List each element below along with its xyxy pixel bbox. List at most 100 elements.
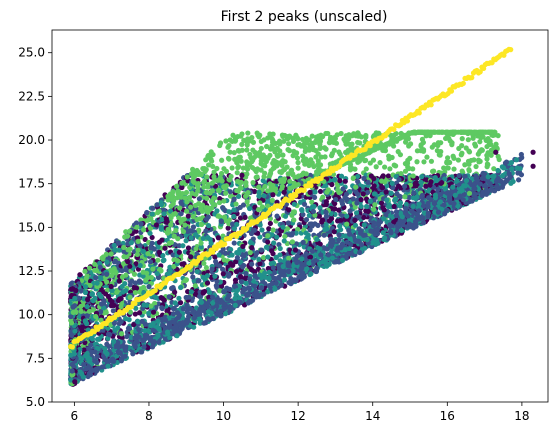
scatter-point bbox=[346, 246, 352, 252]
scatter-point bbox=[270, 192, 276, 198]
scatter-point bbox=[119, 331, 125, 337]
scatter-point bbox=[206, 290, 213, 296]
scatter-point bbox=[141, 344, 147, 350]
scatter-point bbox=[259, 204, 266, 210]
scatter-point bbox=[291, 201, 297, 207]
scatter-point bbox=[150, 309, 157, 315]
scatter-point bbox=[82, 289, 89, 296]
scatter-point bbox=[272, 286, 278, 292]
scatter-point bbox=[132, 289, 138, 296]
scatter-point bbox=[232, 277, 239, 283]
scatter-point bbox=[382, 148, 389, 154]
scatter-point bbox=[441, 165, 447, 171]
scatter-point bbox=[190, 274, 196, 280]
scatter-point bbox=[156, 249, 163, 255]
scatter-point bbox=[450, 153, 456, 159]
scatter-point bbox=[188, 235, 194, 241]
scatter-point bbox=[357, 249, 363, 256]
scatter-point bbox=[339, 201, 346, 207]
scatter-point bbox=[92, 261, 98, 267]
scatter-point bbox=[188, 254, 194, 260]
scatter-point bbox=[108, 283, 114, 290]
scatter-point bbox=[258, 247, 265, 253]
scatter-point bbox=[197, 317, 203, 323]
scatter-point bbox=[121, 254, 127, 260]
scatter-point bbox=[387, 222, 393, 228]
scatter-point bbox=[465, 137, 471, 143]
scatter-point bbox=[367, 198, 373, 204]
scatter-point bbox=[233, 268, 240, 275]
scatter-point bbox=[306, 212, 312, 219]
scatter-point bbox=[311, 194, 318, 201]
scatter-point bbox=[261, 291, 267, 297]
scatter-point bbox=[239, 172, 245, 178]
scatter-point bbox=[247, 151, 253, 158]
scatter-point bbox=[144, 210, 150, 216]
scatter-point bbox=[223, 138, 229, 144]
scatter-point bbox=[148, 245, 154, 251]
scatter-point bbox=[377, 160, 383, 166]
scatter-point bbox=[303, 251, 309, 257]
scatter-point bbox=[354, 200, 360, 206]
scatter-point bbox=[501, 165, 507, 171]
scatter-point bbox=[127, 246, 133, 252]
scatter-point bbox=[281, 189, 287, 195]
scatter-point bbox=[112, 247, 118, 253]
scatter-point bbox=[182, 277, 189, 284]
scatter-point bbox=[84, 313, 90, 319]
scatter-point bbox=[227, 189, 233, 195]
scatter-point bbox=[78, 303, 84, 310]
scatter-point bbox=[331, 229, 337, 235]
scatter-point bbox=[86, 308, 93, 314]
scatter-point bbox=[89, 336, 95, 342]
scatter-point bbox=[176, 295, 182, 301]
scatter-point bbox=[154, 270, 160, 277]
scatter-point bbox=[466, 190, 473, 196]
scatter-point bbox=[150, 205, 156, 211]
scatter-point bbox=[466, 149, 473, 155]
scatter-point bbox=[419, 192, 425, 199]
scatter-point bbox=[173, 227, 179, 234]
scatter-point bbox=[255, 207, 262, 213]
scatter-point bbox=[231, 240, 237, 246]
scatter-point bbox=[495, 133, 501, 139]
scatter-point bbox=[243, 182, 249, 189]
scatter-point bbox=[107, 332, 113, 338]
scatter-point bbox=[355, 139, 361, 146]
scatter-point bbox=[92, 267, 98, 273]
scatter-point bbox=[250, 236, 256, 242]
scatter-point bbox=[178, 284, 184, 291]
scatter-point bbox=[240, 289, 246, 295]
scatter-point bbox=[194, 268, 200, 275]
scatter-point bbox=[494, 183, 500, 189]
scatter-point bbox=[365, 208, 371, 215]
scatter-point bbox=[127, 228, 133, 234]
scatter-point bbox=[130, 351, 136, 357]
scatter-point bbox=[240, 243, 246, 250]
scatter-point bbox=[310, 208, 316, 215]
scatter-point bbox=[155, 257, 161, 263]
scatter-point bbox=[200, 290, 206, 296]
scatter-point bbox=[150, 320, 156, 326]
scatter-point bbox=[447, 159, 453, 166]
scatter-point bbox=[216, 252, 222, 258]
scatter-point bbox=[238, 279, 244, 285]
scatter-point bbox=[149, 240, 155, 246]
scatter-point bbox=[323, 209, 329, 215]
scatter-point bbox=[450, 184, 456, 190]
scatter-point bbox=[135, 238, 141, 244]
scatter-point bbox=[371, 191, 377, 197]
scatter-point bbox=[236, 250, 242, 256]
scatter-point bbox=[142, 236, 148, 243]
scatter-point bbox=[319, 219, 325, 225]
scatter-point bbox=[300, 272, 306, 278]
scatter-point bbox=[116, 278, 122, 284]
scatter-point bbox=[145, 250, 151, 257]
scatter-point bbox=[270, 227, 276, 233]
scatter-point bbox=[127, 263, 133, 269]
scatter-point bbox=[309, 199, 315, 205]
scatter-point bbox=[352, 222, 359, 228]
scatter-point bbox=[231, 207, 237, 213]
scatter-point bbox=[355, 178, 361, 185]
scatter-point bbox=[456, 172, 462, 179]
